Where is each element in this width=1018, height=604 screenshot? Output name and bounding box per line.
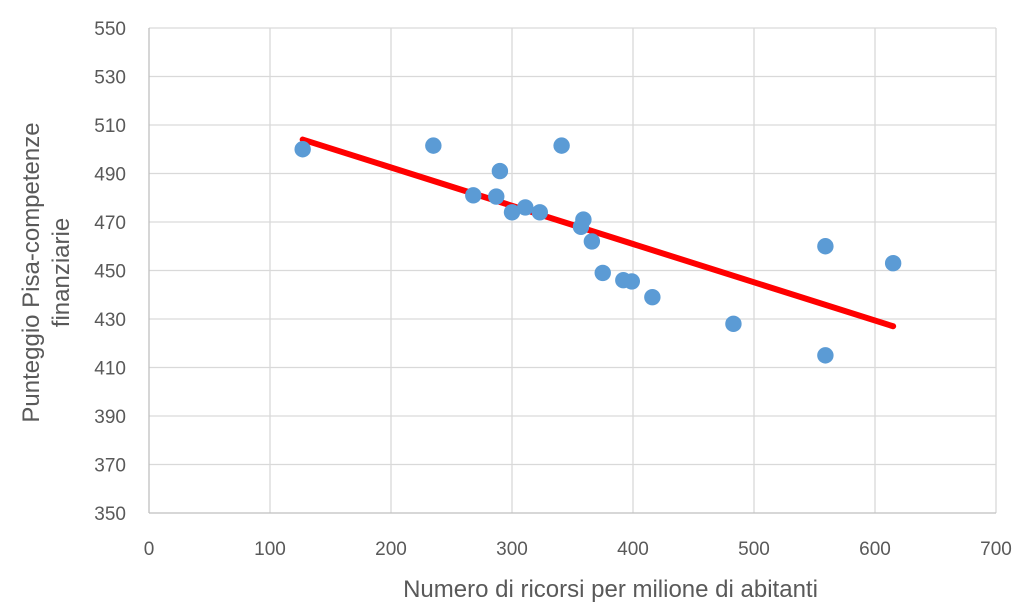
x-tick-label: 700 — [980, 539, 1012, 560]
y-tick-label: 430 — [94, 310, 126, 331]
x-tick-label: 0 — [144, 539, 155, 560]
x-tick-label: 400 — [617, 539, 649, 560]
x-tick-label: 100 — [254, 539, 286, 560]
x-tick-label: 200 — [375, 539, 407, 560]
y-tick-label: 490 — [94, 165, 126, 186]
data-point — [531, 204, 549, 221]
data-point — [725, 315, 742, 333]
data-point — [517, 199, 534, 216]
data-point — [594, 264, 611, 282]
y-tick-label: 530 — [94, 68, 126, 89]
y-tick-label: 450 — [94, 262, 126, 283]
y-axis-title-line: finanziarie — [48, 218, 75, 327]
data-point — [644, 288, 661, 306]
y-tick-label: 510 — [94, 116, 126, 137]
x-tick-label: 600 — [859, 539, 891, 560]
x-axis-title: Numero di ricorsi per milione di abitant… — [403, 576, 818, 603]
y-tick-label: 410 — [94, 359, 126, 380]
data-point — [491, 162, 509, 180]
points-layer — [294, 137, 902, 364]
x-tick-label: 300 — [496, 539, 528, 560]
data-point — [817, 238, 834, 255]
trendline-layer — [299, 136, 897, 330]
data-point — [553, 137, 570, 154]
labels-layer: 0 100 200 300 400 500 600 700 350 370 390 410 430 450… — [18, 19, 1012, 603]
data-point — [575, 211, 592, 228]
trendline — [299, 136, 897, 330]
data-point — [503, 204, 521, 221]
y-tick-label: 470 — [94, 213, 126, 234]
data-point — [623, 273, 640, 290]
axis-layer — [148, 28, 996, 514]
data-point — [488, 188, 505, 205]
y-tick-label: 350 — [94, 504, 126, 525]
data-point — [425, 137, 442, 154]
data-point — [583, 233, 601, 250]
y-axis-title-line: Punteggio Pisa-competenze — [18, 122, 45, 422]
y-tick-label: 390 — [94, 407, 126, 428]
data-point — [465, 187, 482, 204]
y-tick-label: 370 — [94, 456, 126, 477]
data-point — [817, 347, 834, 364]
y-tick-label: 550 — [94, 19, 126, 40]
data-point — [884, 255, 902, 272]
x-tick-label: 500 — [738, 539, 770, 560]
data-point — [294, 141, 311, 158]
grid-layer — [149, 27, 997, 513]
